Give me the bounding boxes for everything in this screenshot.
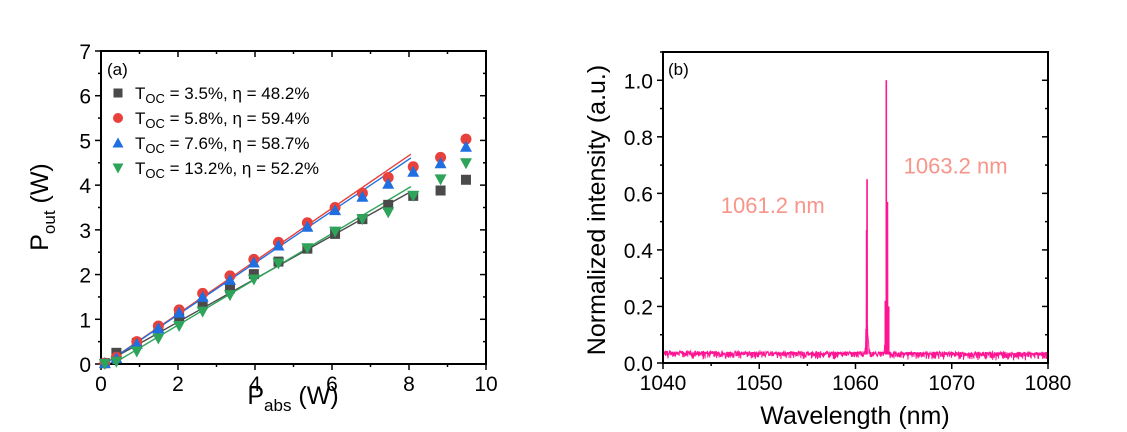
x-tick-label: 0 bbox=[95, 373, 107, 396]
spectrum-polyline bbox=[662, 80, 1049, 361]
triangle-down-marker bbox=[196, 306, 209, 318]
y-tick-label: 0.8 bbox=[624, 127, 653, 150]
y-tick-label: 1 bbox=[79, 309, 91, 332]
x-tick-label: 4 bbox=[249, 373, 261, 396]
panel-a: 0 2 4 6 8 10 0 1 2 3 4 5 6 7 (a) TOC = 3.5%, η = 48.2… bbox=[26, 41, 498, 415]
triangle-down-marker bbox=[382, 207, 395, 219]
data-points bbox=[98, 133, 472, 370]
y-tick-label: 0.6 bbox=[624, 183, 653, 206]
peak-annotation: 1063.2 nm bbox=[904, 154, 1008, 179]
y-tick-label: 0.0 bbox=[624, 353, 653, 376]
x-tick-label: 8 bbox=[403, 373, 415, 396]
triangle-down-marker bbox=[247, 274, 260, 286]
x-axis-title-a: Pabs (W) bbox=[247, 382, 338, 415]
triangle-up-marker bbox=[247, 256, 260, 268]
triangle-up-marker bbox=[356, 190, 369, 202]
triangle-down-marker bbox=[112, 163, 124, 174]
x-tick-label: 1050 bbox=[736, 372, 783, 395]
peak-annotation: 1061.2 nm bbox=[721, 193, 825, 218]
triangle-up-marker bbox=[301, 220, 314, 232]
y-tick-label: 0.2 bbox=[624, 296, 653, 319]
square-marker bbox=[435, 185, 446, 196]
spectrum-line bbox=[662, 80, 1049, 361]
x-axis-title-b: Wavelength (nm) bbox=[760, 402, 949, 430]
triangle-down-marker bbox=[356, 214, 369, 226]
panel-b: 1040 1050 1060 1070 1080 0.0 0.2 0.4 0.6 0.8 1.0 (… bbox=[583, 51, 1072, 430]
triangle-down-marker bbox=[152, 333, 165, 345]
triangle-down-marker bbox=[459, 158, 472, 170]
triangle-up-marker bbox=[382, 177, 395, 189]
x-tick-label: 2 bbox=[172, 373, 184, 396]
triangle-up-marker bbox=[196, 290, 209, 302]
triangle-down-marker bbox=[173, 320, 186, 332]
triangle-up-marker bbox=[173, 306, 186, 318]
y-tick-label: 5 bbox=[79, 130, 91, 153]
triangle-up-marker bbox=[130, 337, 143, 349]
legend-entry: TOC = 3.5%, η = 48.2% bbox=[135, 84, 310, 106]
y-tick-label: 6 bbox=[79, 86, 91, 109]
triangle-up-marker bbox=[152, 322, 165, 334]
legend: TOC = 3.5%, η = 48.2% TOC = 5.8%, η = 59.… bbox=[112, 84, 319, 181]
y-tick-label: 1.0 bbox=[624, 70, 653, 93]
x-tick-label: 1080 bbox=[1025, 372, 1072, 395]
y-tick-label: 3 bbox=[79, 220, 91, 243]
circle-marker bbox=[460, 133, 472, 145]
triangle-up-marker bbox=[272, 239, 285, 251]
square-marker bbox=[460, 174, 471, 185]
triangle-up-marker bbox=[112, 137, 124, 148]
square-marker bbox=[197, 299, 208, 310]
triangle-down-marker bbox=[434, 174, 447, 186]
x-tick-label: 1040 bbox=[640, 372, 687, 395]
circle-marker bbox=[382, 172, 394, 184]
y-tick-label: 4 bbox=[79, 175, 91, 198]
triangle-down-marker bbox=[329, 226, 342, 238]
y-axis-title-a: Pout (W) bbox=[26, 163, 59, 251]
triangle-down-marker bbox=[272, 258, 285, 270]
triangle-down-marker bbox=[223, 290, 236, 302]
x-tick-label: 6 bbox=[326, 373, 338, 396]
triangle-up-marker bbox=[407, 165, 420, 177]
x-tick-label: 10 bbox=[474, 373, 497, 396]
panel-label-b: (b) bbox=[668, 60, 689, 79]
triangle-down-marker bbox=[301, 243, 314, 255]
triangle-up-marker bbox=[434, 157, 447, 169]
triangle-down-marker bbox=[110, 356, 123, 368]
axis-ticks-a: 0 2 4 6 8 10 0 1 2 3 4 5 6 7 bbox=[79, 41, 497, 396]
triangle-up-marker bbox=[223, 273, 236, 285]
axis-ticks-b: 1040 1050 1060 1070 1080 0.0 0.2 0.4 0.6 0.8 1.0 bbox=[624, 51, 1072, 395]
legend-entry: TOC = 13.2%, η = 52.2% bbox=[135, 159, 319, 181]
triangle-up-marker bbox=[329, 204, 342, 216]
triangle-down-marker bbox=[130, 346, 143, 358]
y-tick-label: 0.4 bbox=[624, 240, 654, 263]
y-tick-label: 2 bbox=[79, 265, 91, 288]
y-tick-label: 7 bbox=[79, 41, 91, 64]
x-tick-label: 1060 bbox=[832, 372, 879, 395]
panel-label-a: (a) bbox=[107, 60, 128, 79]
peak-annotations: 1061.2 nm 1063.2 nm bbox=[721, 154, 1008, 219]
legend-entry: TOC = 7.6%, η = 58.7% bbox=[135, 134, 310, 156]
circle-marker bbox=[113, 113, 123, 123]
y-axis-title-b: Normalized intensity (a.u.) bbox=[583, 65, 611, 355]
y-tick-label: 0 bbox=[79, 354, 91, 377]
square-marker bbox=[224, 283, 235, 294]
triangle-down-marker bbox=[98, 359, 111, 370]
legend-entry: TOC = 5.8%, η = 59.4% bbox=[135, 109, 310, 131]
x-tick-label: 1070 bbox=[928, 372, 975, 395]
triangle-down-marker bbox=[407, 190, 420, 202]
square-marker bbox=[383, 199, 394, 210]
square-marker bbox=[113, 88, 123, 98]
square-marker bbox=[248, 269, 259, 280]
triangle-up-marker bbox=[459, 140, 472, 152]
